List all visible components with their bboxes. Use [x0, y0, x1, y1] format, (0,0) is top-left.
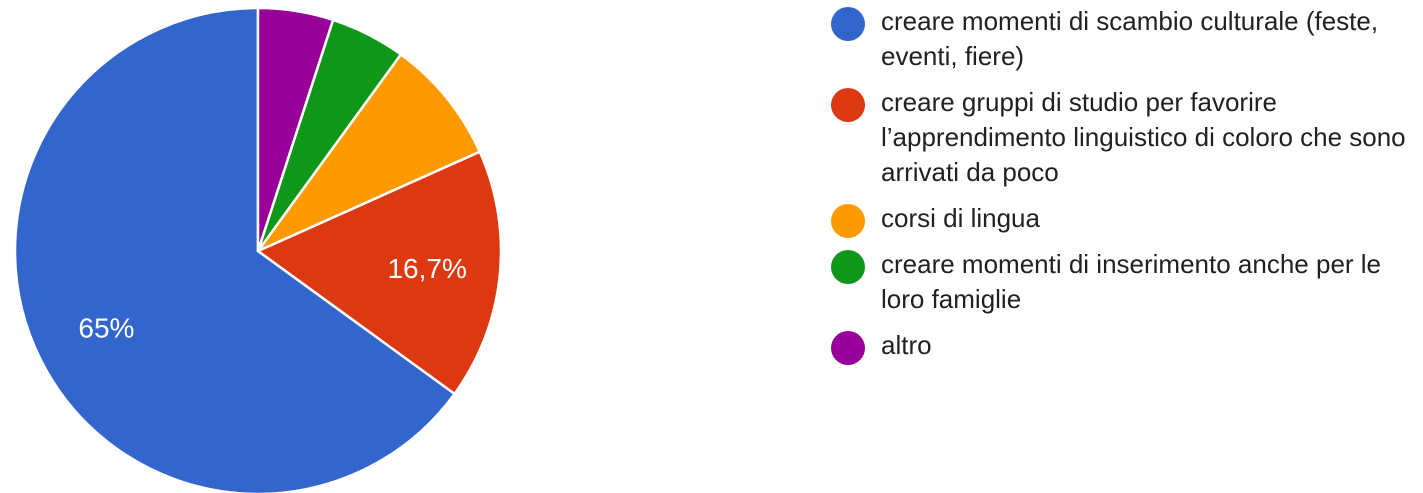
chart-legend: creare momenti di scambio culturale (fes… — [831, 4, 1421, 374]
legend-swatch — [831, 204, 865, 238]
pie-chart: 65% 16,7% — [13, 6, 503, 493]
legend-swatch — [831, 7, 865, 41]
legend-label: altro — [881, 330, 932, 360]
legend-label: creare momenti di scambio culturale (fes… — [881, 6, 1379, 71]
pie-slice[interactable] — [13, 6, 456, 493]
legend-item[interactable]: creare momenti di inserimento anche per … — [831, 247, 1421, 317]
legend-label: creare momenti di inserimento anche per … — [881, 249, 1382, 314]
legend-label: creare gruppi di studio per favorire l’a… — [881, 87, 1406, 187]
slice-value-label: 16,7% — [387, 253, 466, 284]
pie-slice[interactable] — [256, 53, 482, 253]
legend-item[interactable]: creare gruppi di studio per favorire l’a… — [831, 85, 1421, 190]
pie-slice[interactable] — [256, 150, 503, 396]
legend-item[interactable]: creare momenti di scambio culturale (fes… — [831, 4, 1421, 74]
legend-item[interactable]: altro — [831, 328, 1421, 365]
legend-swatch — [831, 250, 865, 284]
slice-value-label: 65% — [78, 313, 134, 344]
legend-swatch — [831, 88, 865, 122]
legend-swatch — [831, 331, 865, 365]
legend-label: corsi di lingua — [881, 203, 1040, 233]
pie-slice[interactable] — [256, 6, 335, 253]
legend-item[interactable]: corsi di lingua — [831, 201, 1421, 238]
